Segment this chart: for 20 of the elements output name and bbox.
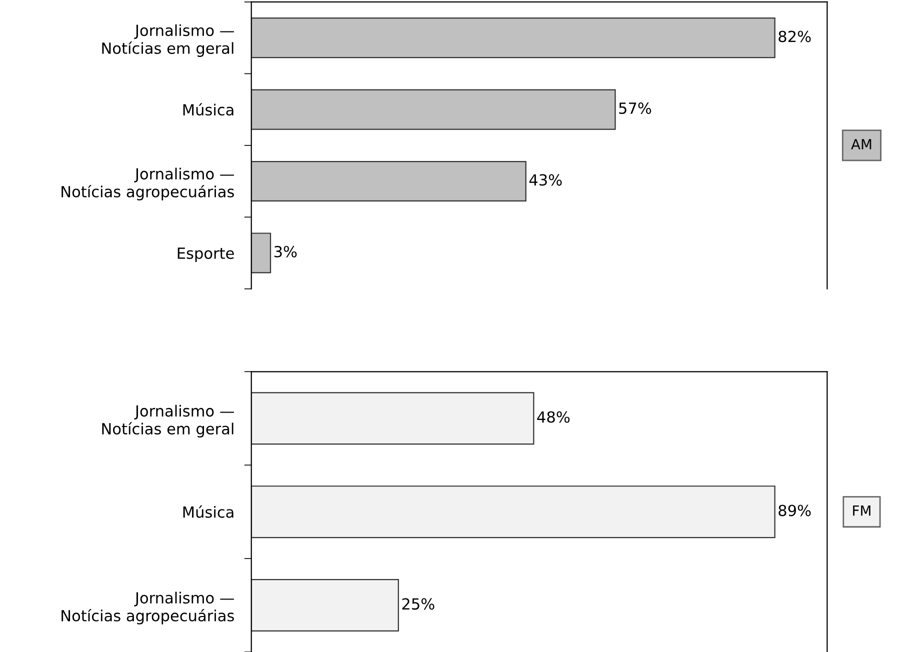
- data-label: 57%: [619, 102, 652, 114]
- data-label: 43%: [529, 174, 562, 186]
- data-label: 89%: [778, 504, 811, 516]
- y-tick-label: Jornalismo — Notícias agropecuárias: [62, 592, 234, 624]
- data-label: 25%: [402, 598, 434, 610]
- y-tick-label: Jornalismo — Notícias agropecuárias: [62, 168, 234, 200]
- y-tick-label: Música: [183, 505, 234, 518]
- y-tick-label: Esporte: [178, 248, 234, 262]
- bar: [251, 89, 616, 130]
- data-label: 82%: [778, 30, 811, 42]
- data-label: 48%: [537, 411, 570, 423]
- text: AM: [851, 139, 872, 150]
- y-tick-label: Jornalismo — Notícias em geral: [102, 24, 234, 57]
- bar: [251, 232, 272, 274]
- bar: [251, 18, 776, 58]
- bar: [251, 160, 526, 202]
- text: FM: [853, 506, 870, 516]
- y-tick-label: Jornalismo — Notícias em geral: [102, 404, 234, 438]
- data-label: 3%: [274, 246, 297, 258]
- y-tick-label: Música: [183, 103, 234, 116]
